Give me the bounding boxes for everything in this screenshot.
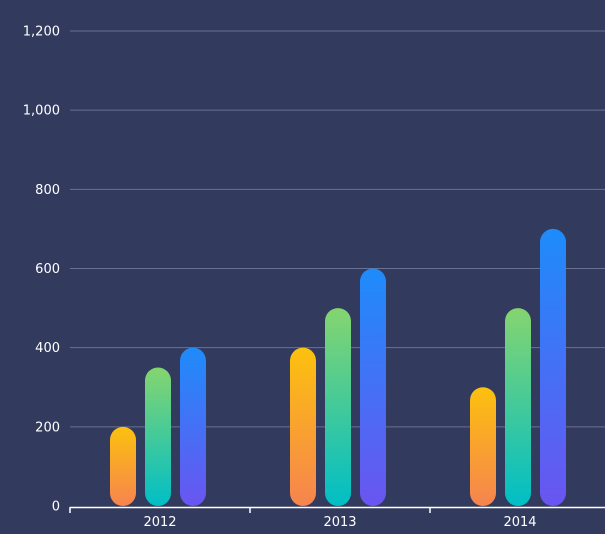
y-tick-label: 1,000	[23, 104, 60, 119]
y-tick-label: 800	[35, 183, 60, 198]
x-tick-label-2012: 2012	[143, 515, 176, 530]
bar-2013-series-1[interactable]	[290, 347, 316, 506]
y-axis-ticks: 0 200 400 600 800 1,000 1,200	[23, 25, 60, 515]
bar-2012-series-3[interactable]	[180, 347, 206, 506]
y-tick-label: 0	[52, 500, 60, 515]
bar-2013-series-3[interactable]	[360, 268, 386, 507]
bar-2012-series-2[interactable]	[145, 367, 171, 506]
x-axis-ticks: 2012 2013 2014	[143, 515, 536, 530]
bar-2014-series-2[interactable]	[505, 308, 531, 506]
bar-2014-series-1[interactable]	[470, 387, 496, 506]
y-tick-label: 600	[35, 262, 60, 277]
x-tick-label-2014: 2014	[503, 515, 536, 530]
y-tick-label: 200	[35, 420, 60, 435]
x-axis	[69, 506, 605, 513]
bars	[110, 228, 566, 507]
y-tick-label: 1,200	[23, 25, 60, 40]
x-tick-label-2013: 2013	[323, 515, 356, 530]
bar-2014-series-3[interactable]	[540, 228, 566, 506]
bar-2012-series-1[interactable]	[110, 426, 136, 506]
bar-2013-series-2[interactable]	[325, 308, 351, 506]
y-tick-label: 400	[35, 341, 60, 356]
